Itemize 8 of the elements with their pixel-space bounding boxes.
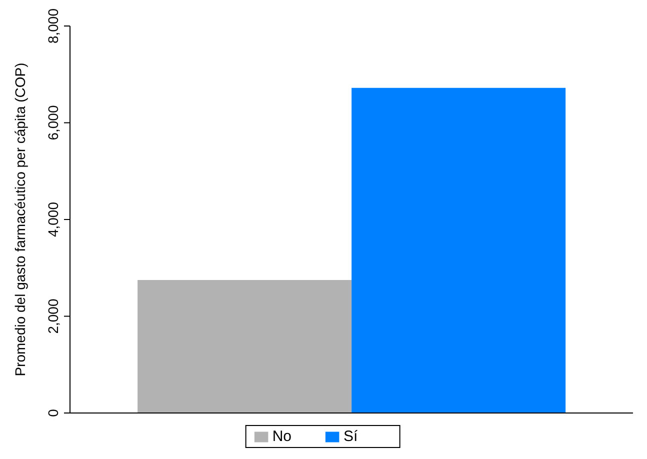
y-tick-label: 6,000 — [45, 105, 61, 140]
y-tick-label: 4,000 — [45, 202, 61, 238]
y-tick-label: 8,000 — [45, 8, 61, 44]
y-tick-label: 2,000 — [45, 298, 61, 334]
legend-label: Sí — [344, 428, 358, 445]
legend-label: No — [272, 428, 292, 445]
y-axis-title: Promedio del gasto farmacéutico per cápita (COP) — [12, 62, 28, 376]
y-tick-label: 0 — [45, 408, 61, 417]
